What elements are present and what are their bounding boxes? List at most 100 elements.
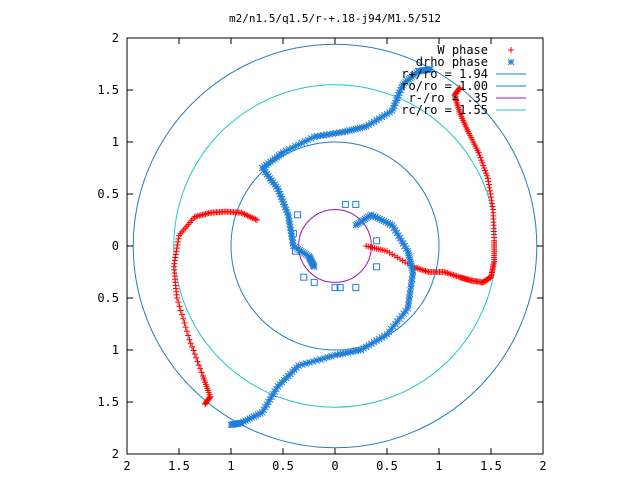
w-phase-point (185, 332, 192, 339)
drho-phase-point (389, 104, 397, 112)
drho-phase-point (252, 412, 260, 419)
drho-phase-point (404, 301, 412, 309)
drho-phase-point (383, 331, 391, 338)
drho-phase-point (313, 132, 321, 140)
drho-phase-point (284, 211, 292, 219)
drho-phase-point (406, 256, 414, 263)
w-phase-point (171, 260, 178, 267)
drho-phase-point (304, 136, 312, 144)
drho-phase-point (375, 115, 383, 122)
w-phase-point (479, 159, 486, 166)
w-phase-point (197, 365, 204, 372)
w-phase-point (441, 269, 448, 275)
drho-phase-point (320, 354, 328, 362)
w-phase-point (489, 203, 496, 210)
y-tick-label: 2 (112, 447, 119, 461)
w-phase-point (456, 85, 463, 92)
w-phase-point (175, 299, 182, 306)
w-phase-point (202, 400, 209, 407)
drho-phase-point (407, 258, 414, 265)
legend-label-r-plus: r+/ro = 1.94 (401, 67, 488, 81)
drho-phase-point (408, 262, 415, 270)
drho-phase-point (265, 398, 272, 406)
drho-phase-point (275, 188, 283, 195)
drho-phase-point (352, 347, 360, 355)
y-tick-label: 1.5 (97, 395, 119, 409)
drho-phase-point (383, 110, 391, 118)
y-tick-label: 0.5 (97, 291, 119, 305)
x-tick-label: 0.5 (272, 459, 294, 473)
drho-phase-point (276, 190, 284, 198)
circle-r-plus (132, 43, 538, 449)
w-phase-point (447, 271, 454, 278)
w-phase-point (490, 206, 497, 213)
drho-phase-point (374, 214, 381, 222)
legend-label-r-minus: r-/ro = .35 (409, 91, 488, 105)
w-phase-point (486, 187, 493, 194)
drho-phase-point (408, 279, 415, 287)
drho-phase-point (335, 129, 343, 136)
drho-phase-point (283, 208, 291, 216)
w-phase-point (477, 154, 484, 161)
y-tick-label: 2 (112, 31, 119, 45)
drho-phase-box-point (336, 284, 344, 292)
drho-phase-point (388, 107, 396, 115)
drho-phase-point (240, 418, 247, 426)
drho-phase-point (328, 352, 335, 360)
w-phase-point (172, 251, 179, 258)
drho-phase-point (397, 86, 404, 94)
drho-phase-point (227, 421, 235, 429)
w-phase-point (481, 165, 488, 171)
drho-phase-point (360, 345, 367, 352)
drho-phase-box-point (331, 284, 339, 292)
w-phase-point (444, 270, 451, 277)
drho-phase-point (386, 109, 393, 116)
drho-phase-point (404, 247, 412, 255)
drho-phase-point (408, 264, 416, 272)
w-phase-point (482, 167, 489, 174)
drho-phase-point (323, 131, 331, 139)
w-phase-point (186, 336, 193, 343)
drho-phase-point (406, 294, 413, 301)
drho-phase-point (399, 240, 407, 247)
drho-phase-point (407, 260, 415, 268)
axes: 2 1.5 1 0.5 0 0.5 1 1.5 221.510.500.511.52 (97, 31, 546, 473)
drho-phase-point (370, 212, 377, 220)
drho-phase-point (289, 144, 296, 152)
drho-phase-point (326, 130, 334, 138)
legend-marker-drho-phase (507, 58, 515, 66)
x-tick-label: 2 (123, 459, 130, 473)
w-phase-point (189, 343, 196, 350)
drho-phase-point (393, 229, 401, 237)
x-tick-label: 2 (539, 459, 546, 473)
drho-phase-point (286, 220, 294, 228)
drho-phase-point (285, 217, 293, 225)
drho-phase-point (407, 283, 415, 290)
w-phase-point (176, 232, 182, 239)
drho-phase-point (390, 224, 398, 232)
drho-phase-point (398, 237, 405, 245)
drho-phase-point (407, 286, 414, 294)
drho-phase-point (402, 245, 410, 252)
drho-phase-point (277, 193, 285, 200)
drho-phase-point (362, 343, 370, 351)
drho-phase-point (289, 239, 297, 247)
drho-phase-point (342, 128, 349, 135)
drho-phase-point (272, 385, 280, 393)
drho-phase-point (405, 297, 413, 305)
drho-phase-point (388, 221, 396, 229)
drho-phase-point (401, 242, 409, 250)
drho-phase-point (342, 349, 349, 357)
w-phase-point (480, 162, 487, 169)
drho-phase-point (313, 357, 321, 364)
x-tick-label: 1 (227, 459, 234, 473)
drho-phase-point (356, 124, 364, 132)
drho-phase-point (378, 216, 386, 224)
drho-phase-point (286, 223, 294, 231)
w-phase-point (485, 178, 492, 185)
drho-phase-point (360, 123, 368, 131)
drho-phase-point (246, 415, 254, 422)
drho-phase-point (244, 416, 251, 424)
drho-phase-point (278, 195, 286, 203)
drho-phase-point (274, 383, 282, 390)
